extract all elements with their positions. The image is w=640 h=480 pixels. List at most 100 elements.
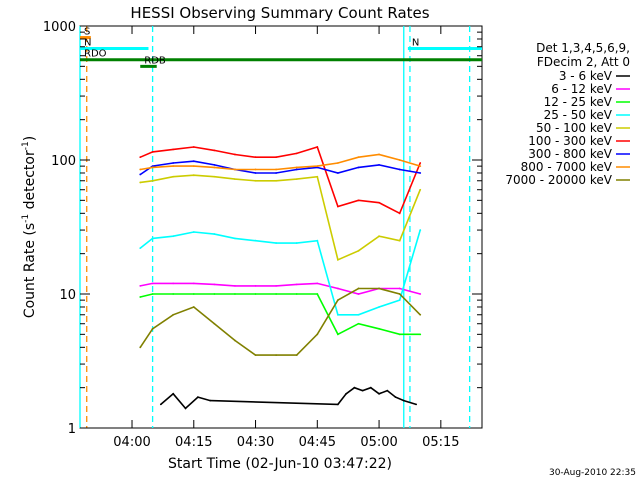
series-point [361, 389, 364, 392]
y-tick-label: 1 [68, 422, 76, 437]
series-point [213, 163, 216, 166]
legend-label: 12 - 25 keV [544, 95, 613, 109]
legend: Det 1,3,4,5,6,9, FDecim 2, Att 0 3 - 6 k… [505, 41, 630, 187]
series-point [151, 166, 154, 169]
chart-title: HESSI Observing Summary Count Rates [130, 4, 429, 22]
y-axis-label: Count Rate (s-1 detector-1) [21, 136, 38, 318]
series-point [275, 242, 278, 244]
x-tick-label: 05:15 [422, 435, 459, 450]
series-line [160, 386, 417, 410]
series-point [357, 156, 360, 159]
series-point [398, 333, 401, 336]
series-point [192, 174, 195, 177]
series-point [378, 327, 380, 330]
series-point [234, 339, 236, 342]
legend-label: 3 - 6 keV [559, 69, 613, 83]
series-point [192, 160, 195, 163]
series-point [398, 159, 401, 161]
series-point [254, 239, 257, 242]
series-point [151, 179, 154, 182]
series-point [336, 287, 339, 290]
series-point [234, 237, 236, 240]
legend-label: 100 - 300 keV [528, 134, 612, 148]
series-point [369, 386, 372, 389]
series-point [336, 299, 339, 302]
series-point [172, 313, 175, 316]
series-point [419, 172, 422, 174]
series-point [139, 173, 142, 176]
series-point [184, 407, 187, 410]
series-point [254, 354, 257, 356]
series-point [419, 165, 422, 168]
legend-label: 7000 - 20000 keV [505, 173, 612, 187]
series-point [192, 231, 195, 233]
series-point [419, 188, 422, 191]
series-point [254, 284, 257, 287]
series-point [234, 178, 236, 181]
series-point [254, 156, 257, 159]
series-point [419, 333, 422, 336]
series-point [213, 293, 216, 295]
series-point [357, 287, 360, 290]
series-point [316, 175, 319, 178]
series-point [192, 306, 195, 308]
x-tick-label: 05:00 [360, 435, 397, 450]
series-point [336, 313, 339, 316]
series-point [415, 403, 418, 406]
series-point [316, 333, 319, 336]
series-point [139, 181, 142, 184]
legend-label: 300 - 800 keV [528, 147, 612, 161]
series-point [192, 293, 195, 295]
series-point [316, 166, 319, 169]
series-point [357, 313, 360, 316]
legend-label: 6 - 12 keV [551, 82, 613, 96]
series-point [336, 162, 339, 164]
series-point [213, 322, 216, 325]
series-point [336, 172, 339, 174]
y-tick-label: 1000 [43, 20, 76, 35]
series-point [192, 282, 195, 285]
series-point [172, 175, 175, 178]
series-point [378, 163, 380, 166]
y-axis-label-sup: -1 [21, 141, 31, 150]
series-point [151, 327, 154, 330]
series-point [398, 299, 401, 302]
series-point [295, 293, 298, 295]
series-point [139, 247, 142, 250]
series-point [275, 172, 278, 174]
series-point [192, 146, 195, 148]
series-point [172, 293, 175, 295]
series-point [398, 287, 401, 290]
x-tick-label: 04:45 [299, 435, 336, 450]
series-point [295, 354, 298, 356]
flag-label: S [84, 27, 90, 38]
series-point [378, 201, 380, 204]
series-point [234, 293, 236, 295]
series-point [234, 284, 236, 287]
series-line [139, 287, 421, 356]
y-tick-label: 100 [51, 154, 76, 169]
series-point [336, 205, 339, 208]
series-point [345, 392, 348, 395]
series-point [378, 392, 380, 395]
series-point [275, 354, 278, 356]
x-axis-ticks: 04:00 04:15 04:30 04:45 05:00 05:15 [113, 26, 460, 450]
series-point [139, 168, 142, 171]
series-point [151, 282, 154, 285]
series-lines [139, 146, 422, 410]
series-point [234, 153, 236, 156]
y-axis-ticks: 1 10 100 1000 [43, 20, 482, 437]
series-point [353, 386, 356, 389]
series-point [254, 172, 257, 174]
series-point [139, 296, 142, 298]
series-point [159, 403, 162, 406]
series-line [139, 160, 421, 176]
y-axis-label-sup: -1 [21, 214, 31, 223]
series-point [172, 282, 175, 285]
series-point [378, 306, 380, 308]
plot-frame [79, 25, 483, 429]
legend-label: 25 - 50 keV [544, 108, 613, 122]
series-point [172, 162, 175, 164]
